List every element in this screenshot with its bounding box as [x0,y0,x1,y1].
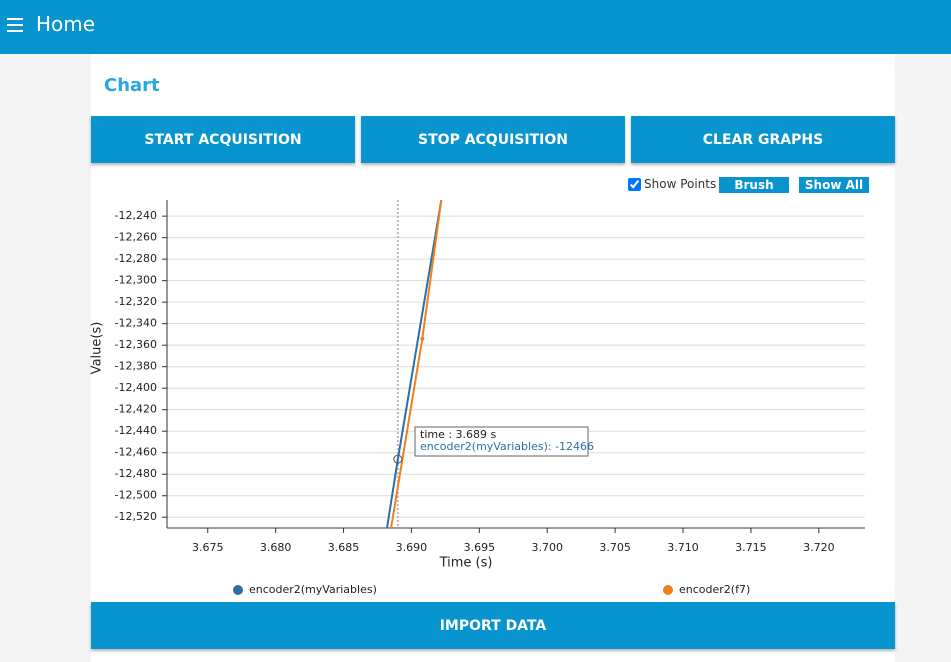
stop-button[interactable]: STOP ACQUISITION [361,116,625,163]
x-axis-title: Time (s) [439,556,493,571]
tooltip-value: encoder2(myVariables): -12466 [420,440,594,453]
y-axis-title: Value(s) [90,322,105,375]
app-bar: Home [0,0,951,54]
menu-icon[interactable] [7,0,29,54]
x-tick-label: 3.685 [328,541,360,554]
x-tick-label: 3.710 [667,541,699,554]
y-tick-label: -12,300 [115,274,157,287]
start-button[interactable]: START ACQUISITION [91,116,355,163]
import-button[interactable]: IMPORT DATA [91,602,895,649]
x-tick-label: 3.705 [599,541,631,554]
y-tick-label: -12,520 [115,510,157,523]
y-tick-label: -12,500 [115,489,157,502]
y-tick-label: -12,400 [115,381,157,394]
x-tick-label: 3.715 [735,541,767,554]
clear-button[interactable]: CLEAR GRAPHS [631,116,895,163]
y-tick-label: -12,480 [115,467,157,480]
y-tick-label: -12,360 [115,338,157,351]
legend-marker [233,585,243,595]
y-tick-label: -12,340 [115,317,157,330]
x-tick-label: 3.690 [396,541,428,554]
app-title: Home [36,12,96,36]
show-all-button[interactable]: Show All [799,177,869,193]
y-tick-label: -12,260 [115,231,157,244]
checkbox-label: Show Points [644,177,717,191]
y-tick-label: -12,380 [115,360,157,373]
tooltip-box [414,426,589,457]
y-tick-label: -12,440 [115,424,157,437]
brush-button[interactable]: Brush [719,177,789,193]
x-tick-label: 3.700 [531,541,563,554]
legend-label: encoder2(myVariables) [249,583,377,596]
y-tick-label: -12,420 [115,403,157,416]
x-tick-label: 3.695 [464,541,496,554]
show-points-toggle[interactable]: Show Points [628,177,716,191]
y-tick-label: -12,240 [115,209,157,222]
y-tick-label: -12,320 [115,295,157,308]
y-tick-label: -12,460 [115,446,157,459]
legend-marker [663,585,673,595]
hover-point [393,454,403,464]
checkbox[interactable] [628,177,641,191]
y-tick-label: -12,280 [115,252,157,265]
series-point [420,336,425,341]
legend-label: encoder2(f7) [679,583,750,596]
x-tick-label: 3.680 [260,541,292,554]
x-tick-label: 3.675 [192,541,224,554]
series-line [386,199,443,529]
tooltip-time: time : 3.689 s [420,428,497,441]
x-tick-label: 3.720 [803,541,835,554]
section-title: Chart [104,75,160,96]
chart: -12,240 -12,260 -12,280 -12,300 -12,320 -12,3… [90,199,865,596]
